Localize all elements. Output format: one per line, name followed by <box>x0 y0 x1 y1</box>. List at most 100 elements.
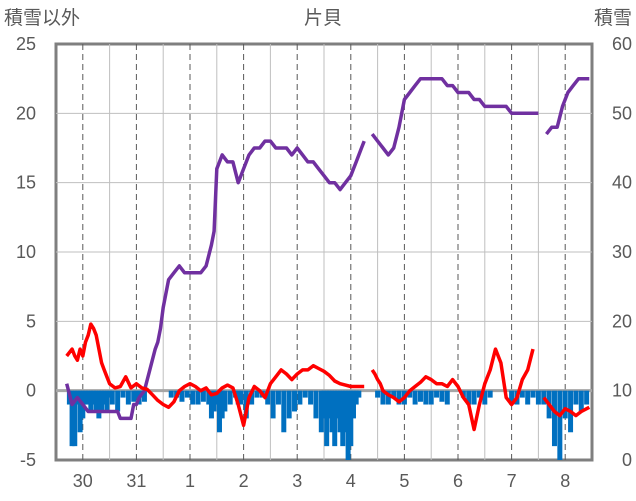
right-tick-label: 50 <box>612 103 632 123</box>
left-tick-label: 5 <box>26 311 36 331</box>
precip-bar <box>434 390 440 398</box>
left-axis-ticks: 25 20 15 10 5 0 -5 <box>16 34 36 470</box>
precip-bar <box>115 390 121 412</box>
precip-bar <box>96 390 102 419</box>
precip-bar <box>235 390 241 405</box>
precip-bar <box>69 390 75 447</box>
precip-bar <box>141 390 147 402</box>
precip-bar <box>476 390 482 398</box>
precip-bar <box>219 390 225 419</box>
precip-bar <box>211 390 217 412</box>
precip-bar <box>353 390 359 405</box>
precip-bar <box>530 390 536 398</box>
precip-bar <box>99 390 105 412</box>
precip-bar <box>125 390 131 405</box>
x-tick-label: 7 <box>507 471 517 491</box>
x-axis-ticks: 30 31 1 2 3 4 5 6 7 8 <box>73 471 570 491</box>
left-tick-label: 25 <box>16 34 36 54</box>
precip-bar <box>356 390 362 398</box>
precip-bar <box>412 390 418 405</box>
precip-bar <box>184 390 190 398</box>
precip-bar <box>313 390 319 419</box>
precip-bar <box>190 390 196 405</box>
precip-bar <box>88 390 94 412</box>
precip-bar <box>104 390 110 412</box>
precip-bar <box>324 390 330 447</box>
precip-bar <box>208 390 214 419</box>
precip-bar <box>72 390 78 447</box>
precip-bar <box>391 390 397 398</box>
precip-bar <box>375 390 381 398</box>
precip-bar <box>168 390 174 398</box>
precip-bar <box>321 390 327 419</box>
precip-bar <box>334 390 340 419</box>
left-tick-label: 10 <box>16 242 36 262</box>
x-tick-label: 2 <box>239 471 249 491</box>
right-tick-label: 0 <box>622 450 632 470</box>
precip-bar <box>525 390 531 405</box>
precip-bar <box>195 390 201 405</box>
precip-bar <box>541 390 547 405</box>
precip-bar <box>482 390 488 405</box>
precip-bar <box>562 390 568 419</box>
precip-bar <box>519 390 525 398</box>
temperature-line <box>65 322 591 432</box>
precip-bar <box>93 390 99 412</box>
precip-bar <box>487 390 493 398</box>
precip-bar <box>342 390 348 433</box>
precip-bar <box>91 390 97 405</box>
precip-bar <box>214 390 220 405</box>
precip-bar <box>82 390 88 405</box>
right-axis-ticks: 60 50 40 30 20 10 0 <box>612 34 632 470</box>
x-tick-label: 5 <box>399 471 409 491</box>
precip-bar <box>131 390 137 402</box>
precip-bar <box>350 390 356 419</box>
precip-bar <box>417 390 423 402</box>
right-tick-label: 30 <box>612 242 632 262</box>
x-tick-label: 3 <box>292 471 302 491</box>
precip-bar <box>348 390 354 447</box>
precip-bar <box>85 390 91 405</box>
right-tick-label: 40 <box>612 173 632 193</box>
left-tick-label: 15 <box>16 173 36 193</box>
precip-bar <box>179 390 185 402</box>
x-tick-label: 8 <box>560 471 570 491</box>
precip-bar <box>200 390 206 402</box>
x-tick-label: 31 <box>126 471 146 491</box>
precip-bar <box>254 390 260 398</box>
precip-bar <box>109 390 115 405</box>
left-tick-label: -5 <box>20 450 36 470</box>
precip-bar <box>385 390 391 405</box>
precip-bar <box>557 390 563 460</box>
precip-bar <box>206 390 212 405</box>
precip-bar <box>466 390 472 405</box>
precip-bar <box>337 390 343 433</box>
x-tick-label: 1 <box>185 471 195 491</box>
right-axis-label: 積雪 <box>594 7 632 29</box>
precip-bar <box>439 390 445 402</box>
right-tick-label: 20 <box>612 311 632 331</box>
precip-bar <box>326 390 332 419</box>
precip-bar <box>265 390 271 405</box>
precip-bar <box>535 390 541 405</box>
precip-bar <box>297 390 303 405</box>
precip-bar <box>332 390 338 447</box>
precip-bar <box>578 390 584 412</box>
precip-bar <box>120 390 126 398</box>
precip-bar <box>329 390 335 433</box>
precip-bar <box>270 390 276 419</box>
x-tick-label: 6 <box>453 471 463 491</box>
precip-bar <box>573 390 579 405</box>
x-tick-label: 30 <box>73 471 93 491</box>
precip-bar <box>238 390 244 405</box>
precip-bar <box>551 390 557 447</box>
precip-bar <box>396 390 402 405</box>
precip-bar <box>286 390 292 419</box>
right-tick-label: 10 <box>612 381 632 401</box>
precip-bar <box>407 390 413 398</box>
precip-bar <box>345 390 351 460</box>
precip-bar <box>133 390 139 398</box>
precip-bar <box>302 390 308 398</box>
precip-bar <box>77 390 83 433</box>
precip-bar <box>444 390 450 405</box>
